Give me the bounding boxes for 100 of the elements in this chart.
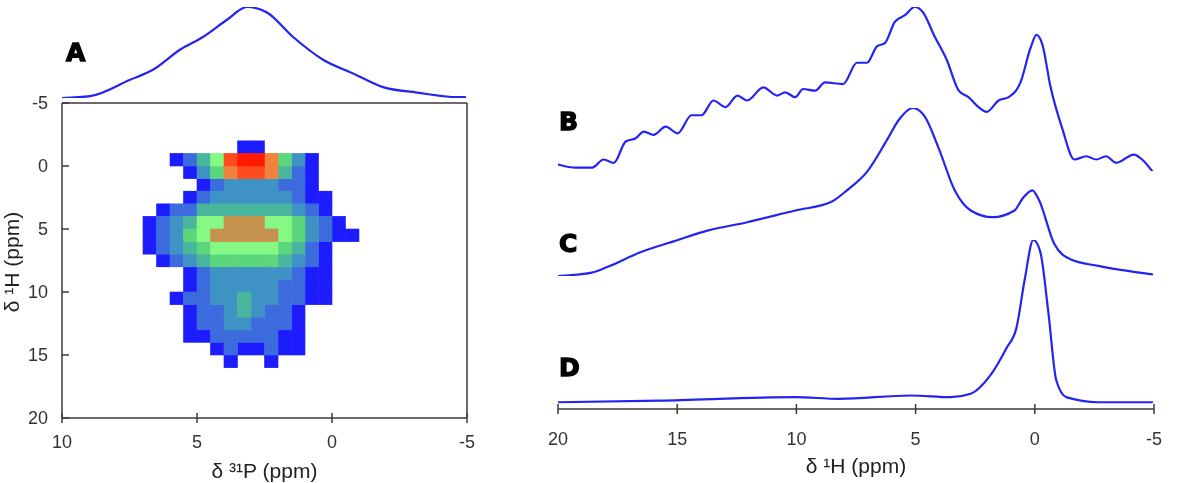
point [304,178,319,192]
point [264,329,279,343]
point [277,342,292,356]
point [291,190,306,205]
point [277,153,292,167]
point [169,216,184,230]
point [291,178,306,192]
point [264,266,279,280]
point [223,304,238,318]
point [210,203,225,217]
point [291,279,306,293]
point [196,241,211,255]
point [237,329,252,343]
point [156,228,171,242]
point [291,216,306,230]
point [304,165,319,179]
point [223,153,238,167]
point [196,190,211,205]
point [304,190,319,205]
point [250,140,265,154]
point [304,203,319,217]
point [237,266,252,280]
y-tick-label: 10 [27,282,48,303]
point [345,228,360,242]
point [318,291,333,305]
point [183,266,198,280]
point [210,178,225,192]
x-tick-label: 5 [910,428,921,449]
x-tick-label: -5 [458,431,476,452]
x-tick-label: 0 [1029,428,1040,449]
point [237,304,252,318]
point [210,266,225,280]
point [183,279,198,293]
point [223,342,238,356]
point [291,329,306,343]
point [142,241,157,255]
point [210,190,225,205]
point [264,178,279,192]
point [183,304,198,318]
point [331,228,346,242]
x-tick-label: 5 [191,431,203,452]
point [183,228,198,242]
point [183,165,198,179]
point [264,165,279,179]
point [318,216,333,230]
y-axis-title: δ ¹H (ppm) [0,211,24,313]
annotation: B [559,107,579,136]
point [210,342,225,356]
point [291,153,306,167]
point [264,279,279,293]
point [196,304,211,318]
point [304,153,319,167]
point [264,342,279,356]
point [277,203,292,217]
point [264,228,279,242]
point [210,165,225,179]
x-tick-label: 15 [667,428,688,449]
annotation: D [559,353,580,382]
annotation: A [66,38,86,67]
point [196,153,211,167]
point [237,165,252,179]
point [196,279,211,293]
point [196,165,211,179]
point [223,354,238,368]
point [304,291,319,305]
point [142,216,157,230]
point [237,203,252,217]
point [183,291,198,305]
point [183,153,198,167]
point [277,228,292,242]
point [223,165,238,179]
point [318,190,333,205]
point [277,253,292,268]
x-tick-label: 20 [547,428,569,449]
point [264,241,279,255]
point [264,153,279,167]
point [237,153,252,167]
point [291,291,306,305]
point [196,216,211,230]
point [237,140,252,154]
point [250,165,265,179]
point [264,291,279,305]
point [156,253,171,268]
point [183,241,198,255]
point [169,241,184,255]
point [210,153,225,167]
point [264,354,279,368]
point [291,241,306,255]
point [223,216,238,230]
point [250,241,265,255]
point [304,216,319,230]
point [250,304,265,318]
point [291,228,306,242]
x-tick-label: 10 [51,431,73,452]
annotation: C [559,229,578,258]
point [304,241,319,255]
point [277,266,292,280]
x-tick-label: 10 [786,428,807,449]
point [210,253,225,268]
point [318,266,333,280]
